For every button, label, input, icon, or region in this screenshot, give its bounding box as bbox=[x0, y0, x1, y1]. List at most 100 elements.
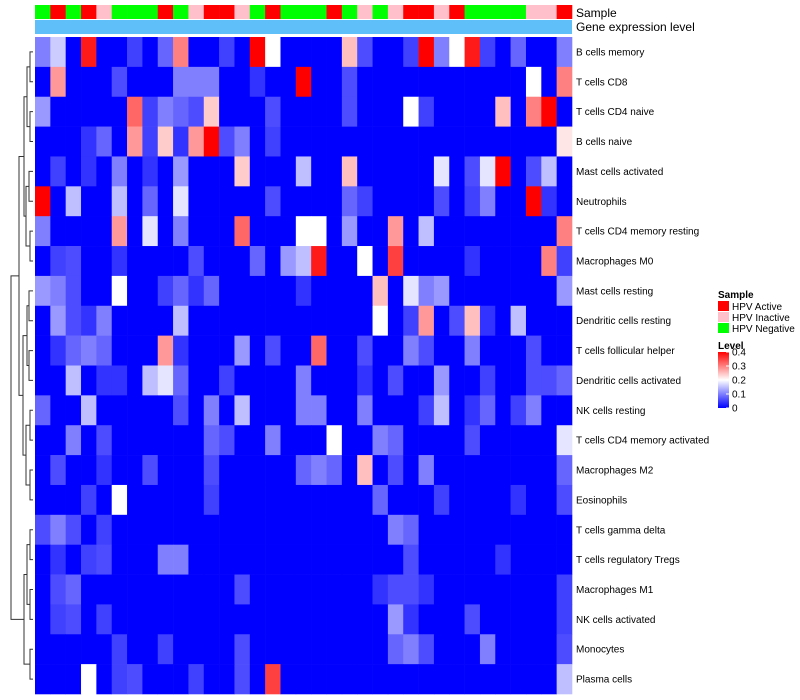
heatmap-cell bbox=[127, 664, 143, 695]
heatmap-cell bbox=[495, 305, 511, 336]
heatmap-cell bbox=[387, 455, 404, 486]
heatmap-cell bbox=[311, 574, 327, 605]
heatmap-cell bbox=[403, 305, 419, 336]
heatmap-cell bbox=[50, 305, 66, 336]
heatmap-cell bbox=[387, 544, 404, 575]
heatmap-cell bbox=[541, 246, 557, 277]
heatmap-cell bbox=[433, 96, 450, 127]
heatmap-cell bbox=[265, 395, 281, 426]
heatmap-cell bbox=[387, 96, 404, 127]
heatmap-cell bbox=[556, 455, 573, 486]
heatmap-cell bbox=[203, 305, 220, 336]
heatmap-cell bbox=[326, 66, 343, 98]
dendrogram-branch bbox=[29, 230, 33, 262]
heatmap-cell bbox=[433, 425, 450, 456]
heatmap-cell bbox=[249, 365, 266, 396]
heatmap-cell bbox=[127, 544, 143, 575]
heatmap-cell bbox=[157, 455, 174, 486]
heatmap-cell bbox=[341, 544, 358, 575]
heatmap-cell bbox=[449, 96, 465, 127]
heatmap-cell bbox=[387, 664, 404, 695]
heatmap-cell bbox=[65, 425, 82, 456]
heatmap-cell bbox=[418, 425, 435, 456]
heatmap-cell bbox=[341, 96, 358, 127]
heatmap-cell bbox=[157, 484, 174, 516]
heatmap-cell bbox=[65, 544, 82, 575]
heatmap-cell bbox=[295, 634, 312, 665]
heatmap-cell bbox=[265, 37, 281, 68]
heatmap-cell bbox=[50, 574, 66, 605]
gene-expression-annotation-bar bbox=[35, 20, 572, 34]
heatmap-cell bbox=[265, 425, 281, 456]
heatmap-cell bbox=[219, 186, 235, 217]
heatmap-cell bbox=[35, 156, 51, 187]
heatmap-cell bbox=[265, 544, 281, 575]
heatmap-cell bbox=[50, 514, 66, 545]
heatmap-cell bbox=[433, 37, 450, 68]
heatmap-cell bbox=[556, 275, 573, 307]
heatmap-cell bbox=[372, 96, 389, 127]
heatmap-cell bbox=[96, 305, 113, 336]
sample-annotation-cell bbox=[341, 5, 358, 19]
heatmap-cell bbox=[249, 216, 266, 247]
sample-annotation-bar bbox=[35, 5, 573, 19]
heatmap-cell bbox=[433, 544, 450, 575]
heatmap-cell bbox=[341, 156, 358, 187]
heatmap-cell bbox=[418, 126, 435, 157]
heatmap-cell bbox=[525, 335, 542, 366]
annotation-label-sample: Sample bbox=[576, 6, 617, 20]
heatmap-cell bbox=[50, 246, 66, 277]
heatmap-cell bbox=[387, 156, 404, 187]
heatmap-cell bbox=[96, 66, 113, 98]
heatmap-cell bbox=[541, 126, 557, 157]
row-label: NK cells resting bbox=[576, 406, 645, 417]
heatmap-cell bbox=[127, 365, 143, 396]
heatmap-cell bbox=[449, 126, 465, 157]
row-label: T cells CD4 naive bbox=[576, 107, 655, 118]
heatmap-cell bbox=[295, 574, 312, 605]
row-label: Dendritic cells resting bbox=[576, 316, 671, 327]
heatmap-cell bbox=[65, 365, 82, 396]
heatmap-cell bbox=[449, 455, 465, 486]
heatmap-cell bbox=[188, 335, 205, 366]
heatmap-cell bbox=[203, 96, 220, 127]
heatmap-cell bbox=[326, 455, 343, 486]
heatmap-cell bbox=[326, 425, 343, 456]
heatmap-cell bbox=[81, 604, 97, 635]
heatmap-cell bbox=[127, 96, 143, 127]
heatmap-cell bbox=[65, 455, 82, 486]
heatmap-cell bbox=[372, 484, 389, 516]
heatmap-cell bbox=[357, 246, 373, 277]
heatmap-cell bbox=[495, 216, 511, 247]
heatmap-cell bbox=[81, 37, 97, 68]
heatmap-cell bbox=[81, 484, 97, 516]
heatmap-cell bbox=[541, 216, 557, 247]
heatmap-cell bbox=[142, 126, 159, 157]
heatmap-cell bbox=[311, 365, 327, 396]
sample-annotation-cell bbox=[265, 5, 281, 19]
heatmap-cell bbox=[341, 365, 358, 396]
heatmap-cell bbox=[387, 365, 404, 396]
heatmap-cell bbox=[311, 395, 327, 426]
sample-legend-label: HPV Inactive bbox=[732, 313, 790, 324]
heatmap-cell bbox=[510, 484, 527, 516]
heatmap-cell bbox=[65, 305, 82, 336]
heatmap-cell bbox=[387, 484, 404, 516]
heatmap-cell bbox=[464, 275, 481, 307]
heatmap-cell bbox=[541, 604, 557, 635]
heatmap-cell bbox=[418, 634, 435, 665]
heatmap-cell bbox=[418, 335, 435, 366]
heatmap-cell bbox=[188, 126, 205, 157]
heatmap-cell bbox=[81, 544, 97, 575]
heatmap-cell bbox=[157, 395, 174, 426]
heatmap-cell bbox=[403, 156, 419, 187]
heatmap-cell bbox=[111, 216, 128, 247]
heatmap-cell bbox=[418, 186, 435, 217]
dendrogram-branch bbox=[28, 170, 33, 202]
heatmap-cell bbox=[510, 365, 527, 396]
heatmap-cell bbox=[311, 186, 327, 217]
heatmap-cell bbox=[341, 186, 358, 217]
heatmap-cell bbox=[418, 574, 435, 605]
row-labels: B cells memory T cells CD8 T cells CD4 nai… bbox=[576, 47, 709, 685]
